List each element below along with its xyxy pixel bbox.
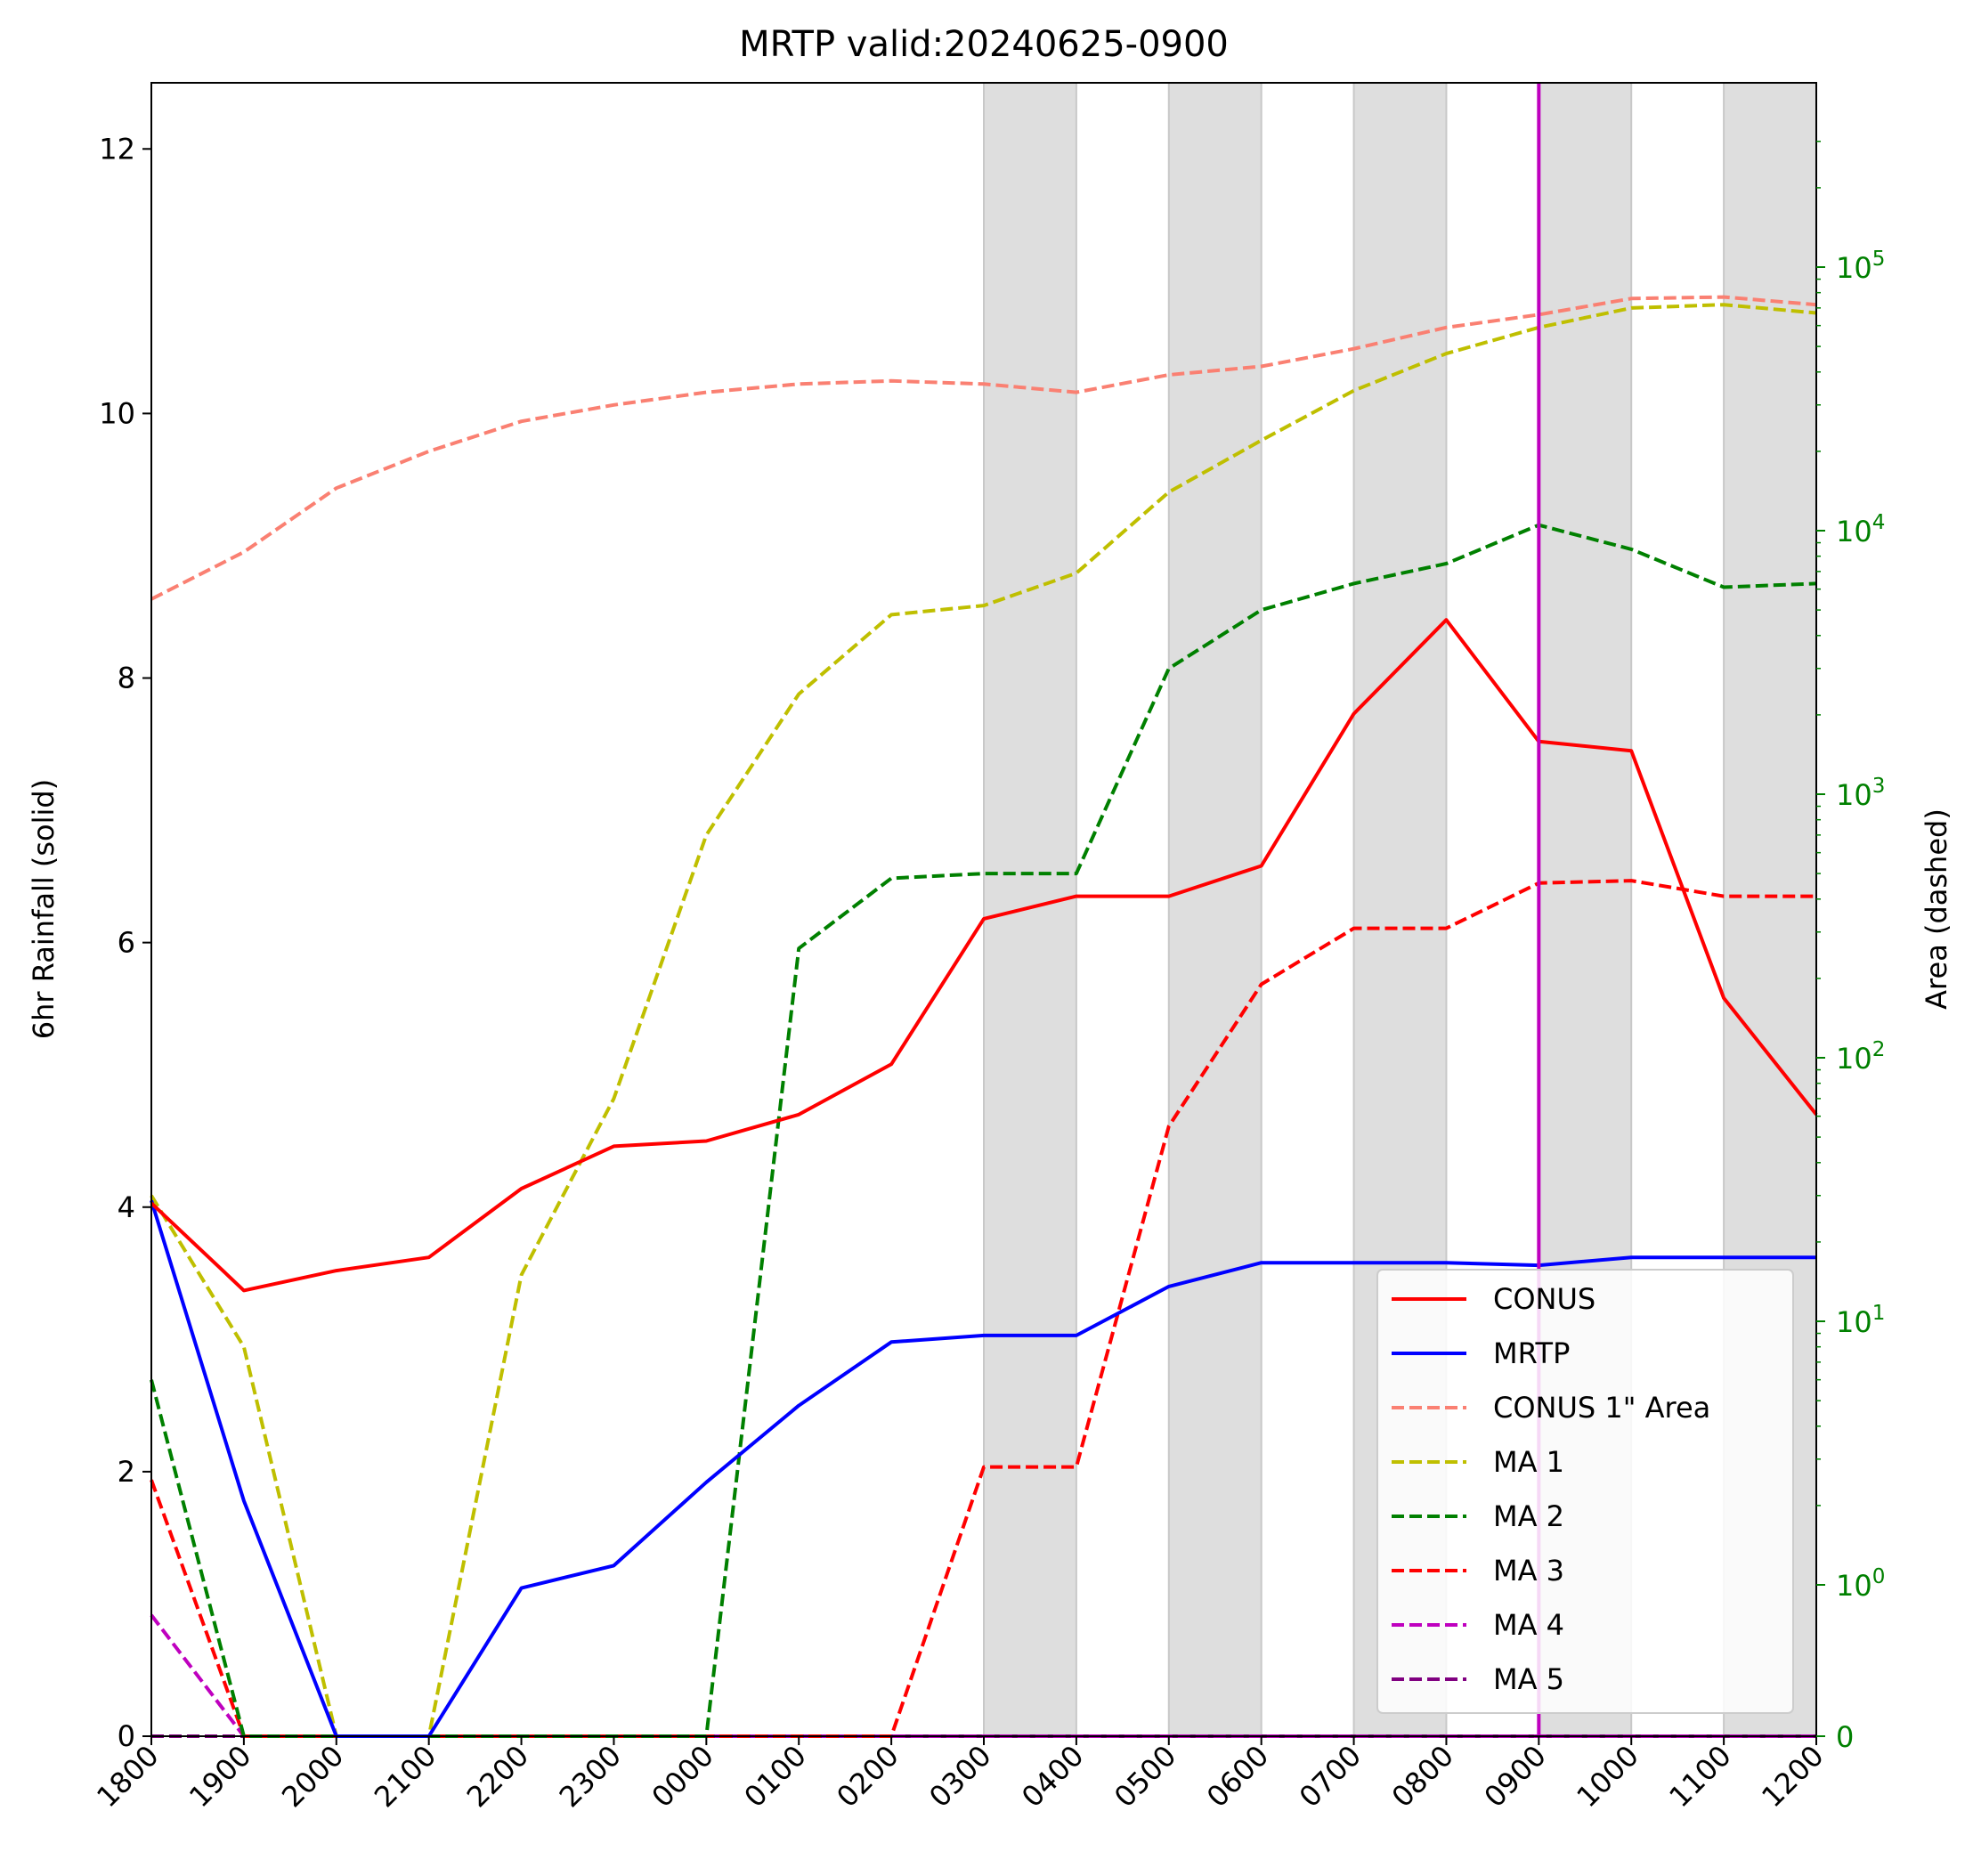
y-tick-label: 6: [118, 926, 135, 960]
legend-label: CONUS: [1493, 1282, 1595, 1316]
y-tick-label: 2: [118, 1455, 135, 1489]
y2-tick-label: 0: [1836, 1720, 1854, 1754]
y-axis-right: 0 100 101 102 103 104 105: [1816, 141, 1885, 1754]
chart-title: MRTP valid:20240625-0900: [739, 24, 1229, 65]
legend: CONUS MRTP CONUS 1" Area MA 1 MA 2 MA 3 MA 4 MA…: [1376, 1269, 1794, 1714]
y-axis-left-label: 6hr Rainfall (solid): [27, 779, 61, 1039]
series-line-conus-1-area: [150, 295, 1817, 601]
legend-label: CONUS 1" Area: [1493, 1391, 1710, 1425]
y-tick-label: 4: [118, 1190, 135, 1224]
y-tick-label: 8: [118, 662, 135, 695]
y-axis-right-label: Area (dashed): [1920, 808, 1953, 1010]
legend-label: MA 2: [1493, 1499, 1564, 1533]
y2-tick-label: 102: [1836, 1038, 1885, 1076]
legend-box: [1376, 1269, 1794, 1714]
legend-label: MA 5: [1493, 1662, 1564, 1696]
legend-label: MA 4: [1493, 1608, 1564, 1642]
y2-tick-label: 103: [1836, 775, 1885, 812]
shaded-band-0: [983, 82, 1077, 1737]
legend-label: MA 1: [1493, 1445, 1564, 1479]
y-axis-left: 0 2 4 6 8 10 12: [99, 132, 151, 1753]
y2-tick-label: 101: [1836, 1302, 1885, 1339]
y2-tick-label: 105: [1836, 248, 1885, 285]
shaded-band-1: [1167, 82, 1263, 1737]
y2-tick-label: 104: [1836, 511, 1885, 548]
y-tick-label: 0: [118, 1719, 135, 1753]
y2-tick-label: 100: [1836, 1565, 1885, 1603]
legend-label: MA 3: [1493, 1554, 1564, 1588]
legend-label: MRTP: [1493, 1336, 1570, 1370]
y-tick-label: 12: [99, 132, 135, 166]
y-tick-label: 10: [99, 396, 135, 430]
